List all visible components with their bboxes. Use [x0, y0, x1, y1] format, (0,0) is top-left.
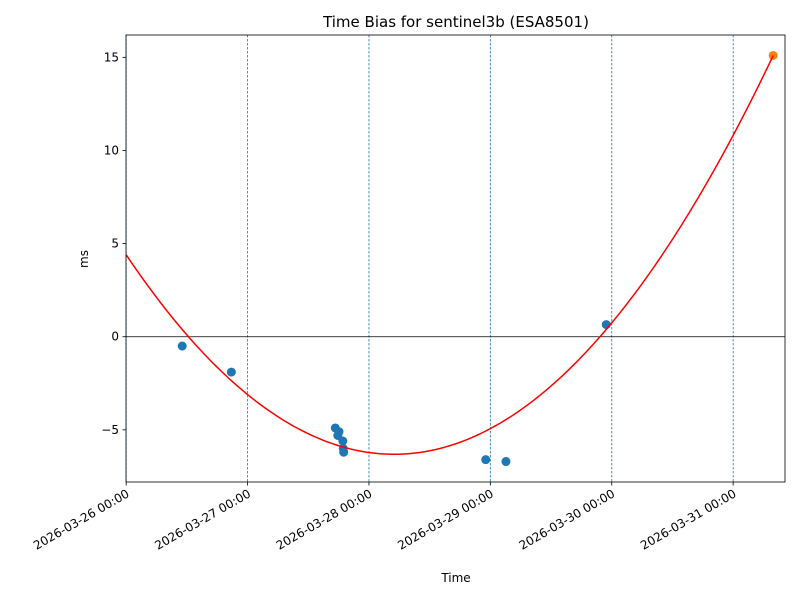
plot-background: [126, 35, 785, 482]
data-point: [338, 436, 348, 446]
fit-curve: [126, 55, 774, 456]
y-tick-label: 0: [111, 330, 119, 344]
data-point: [177, 341, 187, 351]
chart-title: Time Bias for sentinel3b (ESA8501): [322, 13, 589, 31]
plot-frame: [125, 34, 786, 483]
data-point: [501, 457, 511, 467]
data-point: [481, 455, 491, 465]
y-axis-label: ms: [77, 250, 91, 268]
highlight-point: [768, 50, 778, 60]
plot-clip-group: [126, 35, 785, 482]
plot-area: [126, 35, 785, 482]
data-point: [339, 447, 349, 457]
y-tick-label: 10: [104, 143, 119, 157]
data-point: [334, 427, 344, 437]
data-point: [226, 367, 236, 377]
x-axis-label: Time: [440, 571, 470, 585]
y-tick-label: −5: [101, 423, 119, 437]
y-tick-label: 15: [104, 50, 119, 64]
y-tick-label: 5: [111, 237, 119, 251]
